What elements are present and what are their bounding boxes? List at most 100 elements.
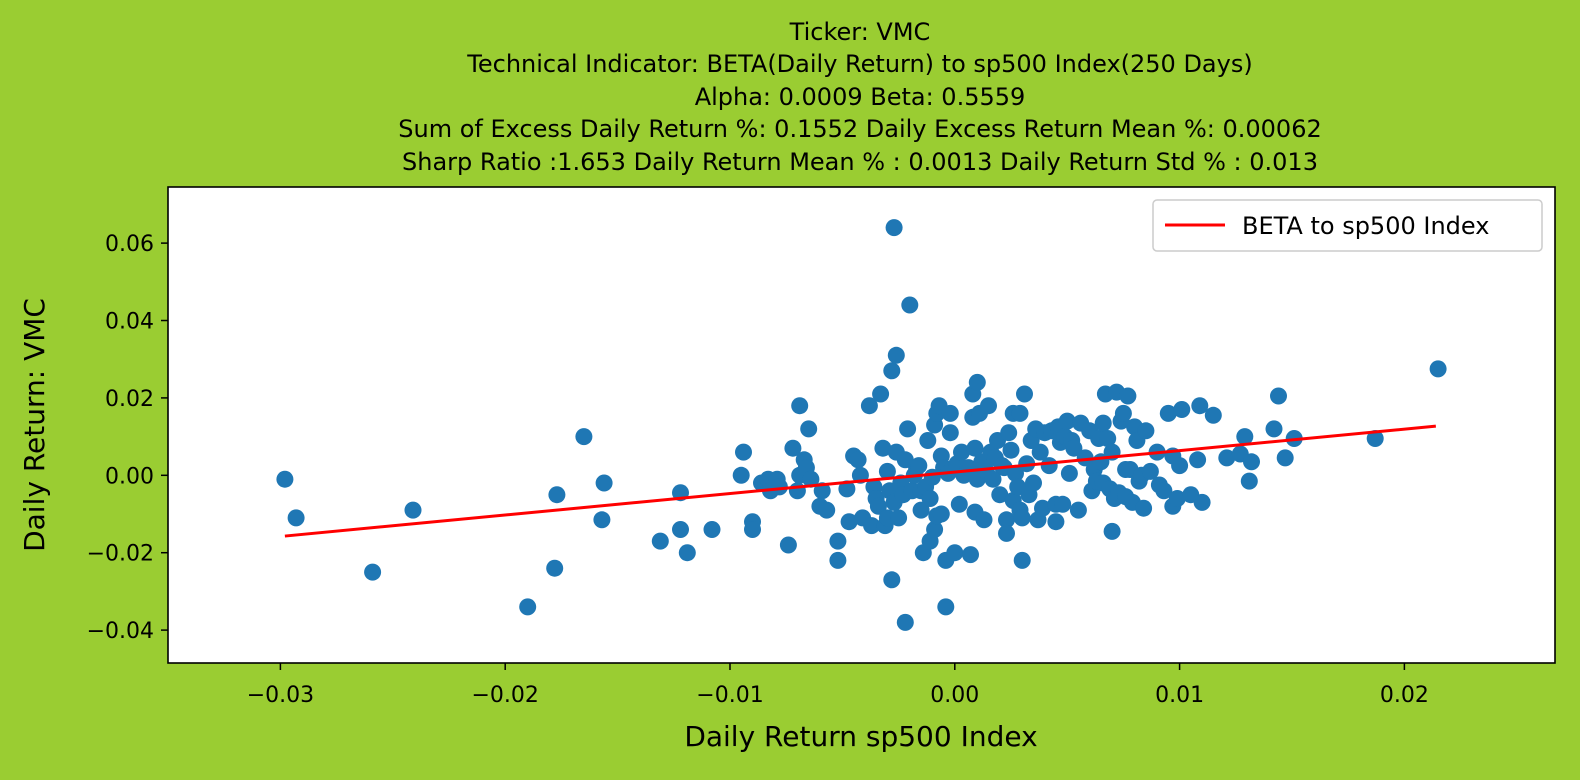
y-axis-label: Daily Return: VMC [18, 298, 51, 552]
scatter-point [593, 511, 611, 529]
scatter-points [276, 219, 1447, 631]
scatter-point [912, 501, 930, 519]
scatter-point [788, 482, 806, 500]
scatter-point [1236, 428, 1254, 446]
scatter-point [941, 424, 959, 442]
scatter-point [1047, 513, 1065, 531]
title-line-1: Ticker: VMC [789, 18, 931, 46]
scatter-point [548, 486, 566, 504]
x-tick-label: −0.02 [471, 683, 538, 708]
scatter-point [946, 544, 964, 562]
scatter-point [890, 509, 908, 527]
x-axis: −0.03 −0.02 −0.01 0.00 0.01 0.02 [247, 663, 1429, 708]
y-tick-label: 0.04 [105, 310, 154, 335]
scatter-point [1018, 455, 1036, 473]
scatter-point [1031, 443, 1049, 461]
scatter-point [950, 495, 968, 513]
scatter-point [883, 571, 901, 589]
scatter-point [818, 501, 836, 519]
scatter-point [1002, 441, 1020, 459]
scatter-point [1191, 397, 1209, 415]
scatter-point [1069, 501, 1087, 519]
scatter-point [998, 524, 1015, 542]
scatter-point [998, 511, 1015, 529]
scatter-point [1058, 412, 1076, 430]
scatter-point [937, 598, 955, 616]
x-tick-label: 0.00 [930, 683, 979, 708]
scatter-point [874, 439, 892, 457]
scatter-point [1276, 449, 1294, 467]
scatter-point [276, 470, 294, 488]
scatter-point [546, 559, 564, 577]
scatter-point [910, 457, 928, 475]
scatter-point [1034, 499, 1051, 517]
scatter-point [901, 296, 919, 314]
scatter-point [770, 478, 788, 496]
scatter-point [800, 420, 818, 438]
scatter-point [968, 373, 986, 391]
scatter-point [1218, 449, 1236, 467]
scatter-point [887, 346, 905, 364]
x-tick-label: 0.01 [1155, 683, 1204, 708]
scatter-point [840, 513, 858, 531]
scatter-point [1025, 474, 1042, 492]
scatter-point [1137, 422, 1155, 440]
scatter-point [899, 420, 917, 438]
scatter-point [932, 505, 950, 523]
scatter-point [595, 474, 613, 492]
y-tick-label: 0.00 [105, 464, 154, 489]
legend-label-beta: BETA to sp500 Index [1242, 212, 1489, 240]
beta-line-layer [284, 424, 1437, 538]
scatter-point [1429, 360, 1447, 378]
scatter-point [1011, 404, 1029, 422]
scatter-point [1171, 457, 1189, 475]
scatter-point [364, 563, 382, 581]
scatter-point [829, 532, 847, 550]
scatter-point [519, 598, 537, 616]
scatter-point [838, 480, 856, 498]
scatter-point [849, 451, 867, 469]
scatter-point [1243, 453, 1260, 471]
scatter-point [802, 470, 820, 488]
scatter-point [962, 546, 979, 564]
scatter-point [975, 511, 993, 529]
scatter-point [1099, 430, 1117, 447]
scatter-point [869, 497, 887, 515]
legend-box [1152, 199, 1543, 252]
scatter-point [703, 521, 721, 538]
scatter-point [1240, 472, 1258, 490]
scatter-point [1016, 385, 1033, 403]
scatter-point [883, 362, 901, 380]
scatter-point [404, 501, 422, 519]
scatter-point [1013, 551, 1031, 569]
scatter-point [991, 486, 1009, 504]
scatter-point [1040, 457, 1058, 475]
scatter-point [575, 428, 593, 446]
x-axis-label: Daily Return sp500 Index [684, 720, 1037, 753]
scatter-point [1013, 509, 1031, 527]
title-line-4: Sum of Excess Daily Return %: 0.1552 Dai… [398, 115, 1321, 143]
scatter-point [878, 462, 896, 480]
scatter-point [863, 517, 881, 535]
scatter-point [1270, 387, 1287, 405]
scatter-point [941, 404, 959, 422]
scatter-point [1204, 406, 1222, 424]
scatter-point [1155, 482, 1173, 500]
plot-frame [167, 186, 1556, 664]
scatter-point [1094, 414, 1112, 432]
scatter-point [1265, 420, 1283, 438]
x-tick-label: 0.02 [1380, 683, 1429, 708]
scatter-point [1141, 462, 1159, 480]
scatter-point [926, 521, 944, 538]
y-axis: −0.04 −0.02 0.00 0.02 0.04 0.06 [87, 232, 168, 644]
scatter-point [953, 443, 970, 461]
scatter-point [1060, 464, 1078, 482]
scatter-point [1135, 499, 1153, 517]
scatter-point [287, 509, 305, 527]
plot-area [168, 187, 1555, 663]
scatter-point [779, 536, 797, 554]
y-tick-label: −0.04 [87, 619, 154, 644]
scatter-point [1168, 490, 1186, 507]
scatter-point [1076, 449, 1094, 467]
